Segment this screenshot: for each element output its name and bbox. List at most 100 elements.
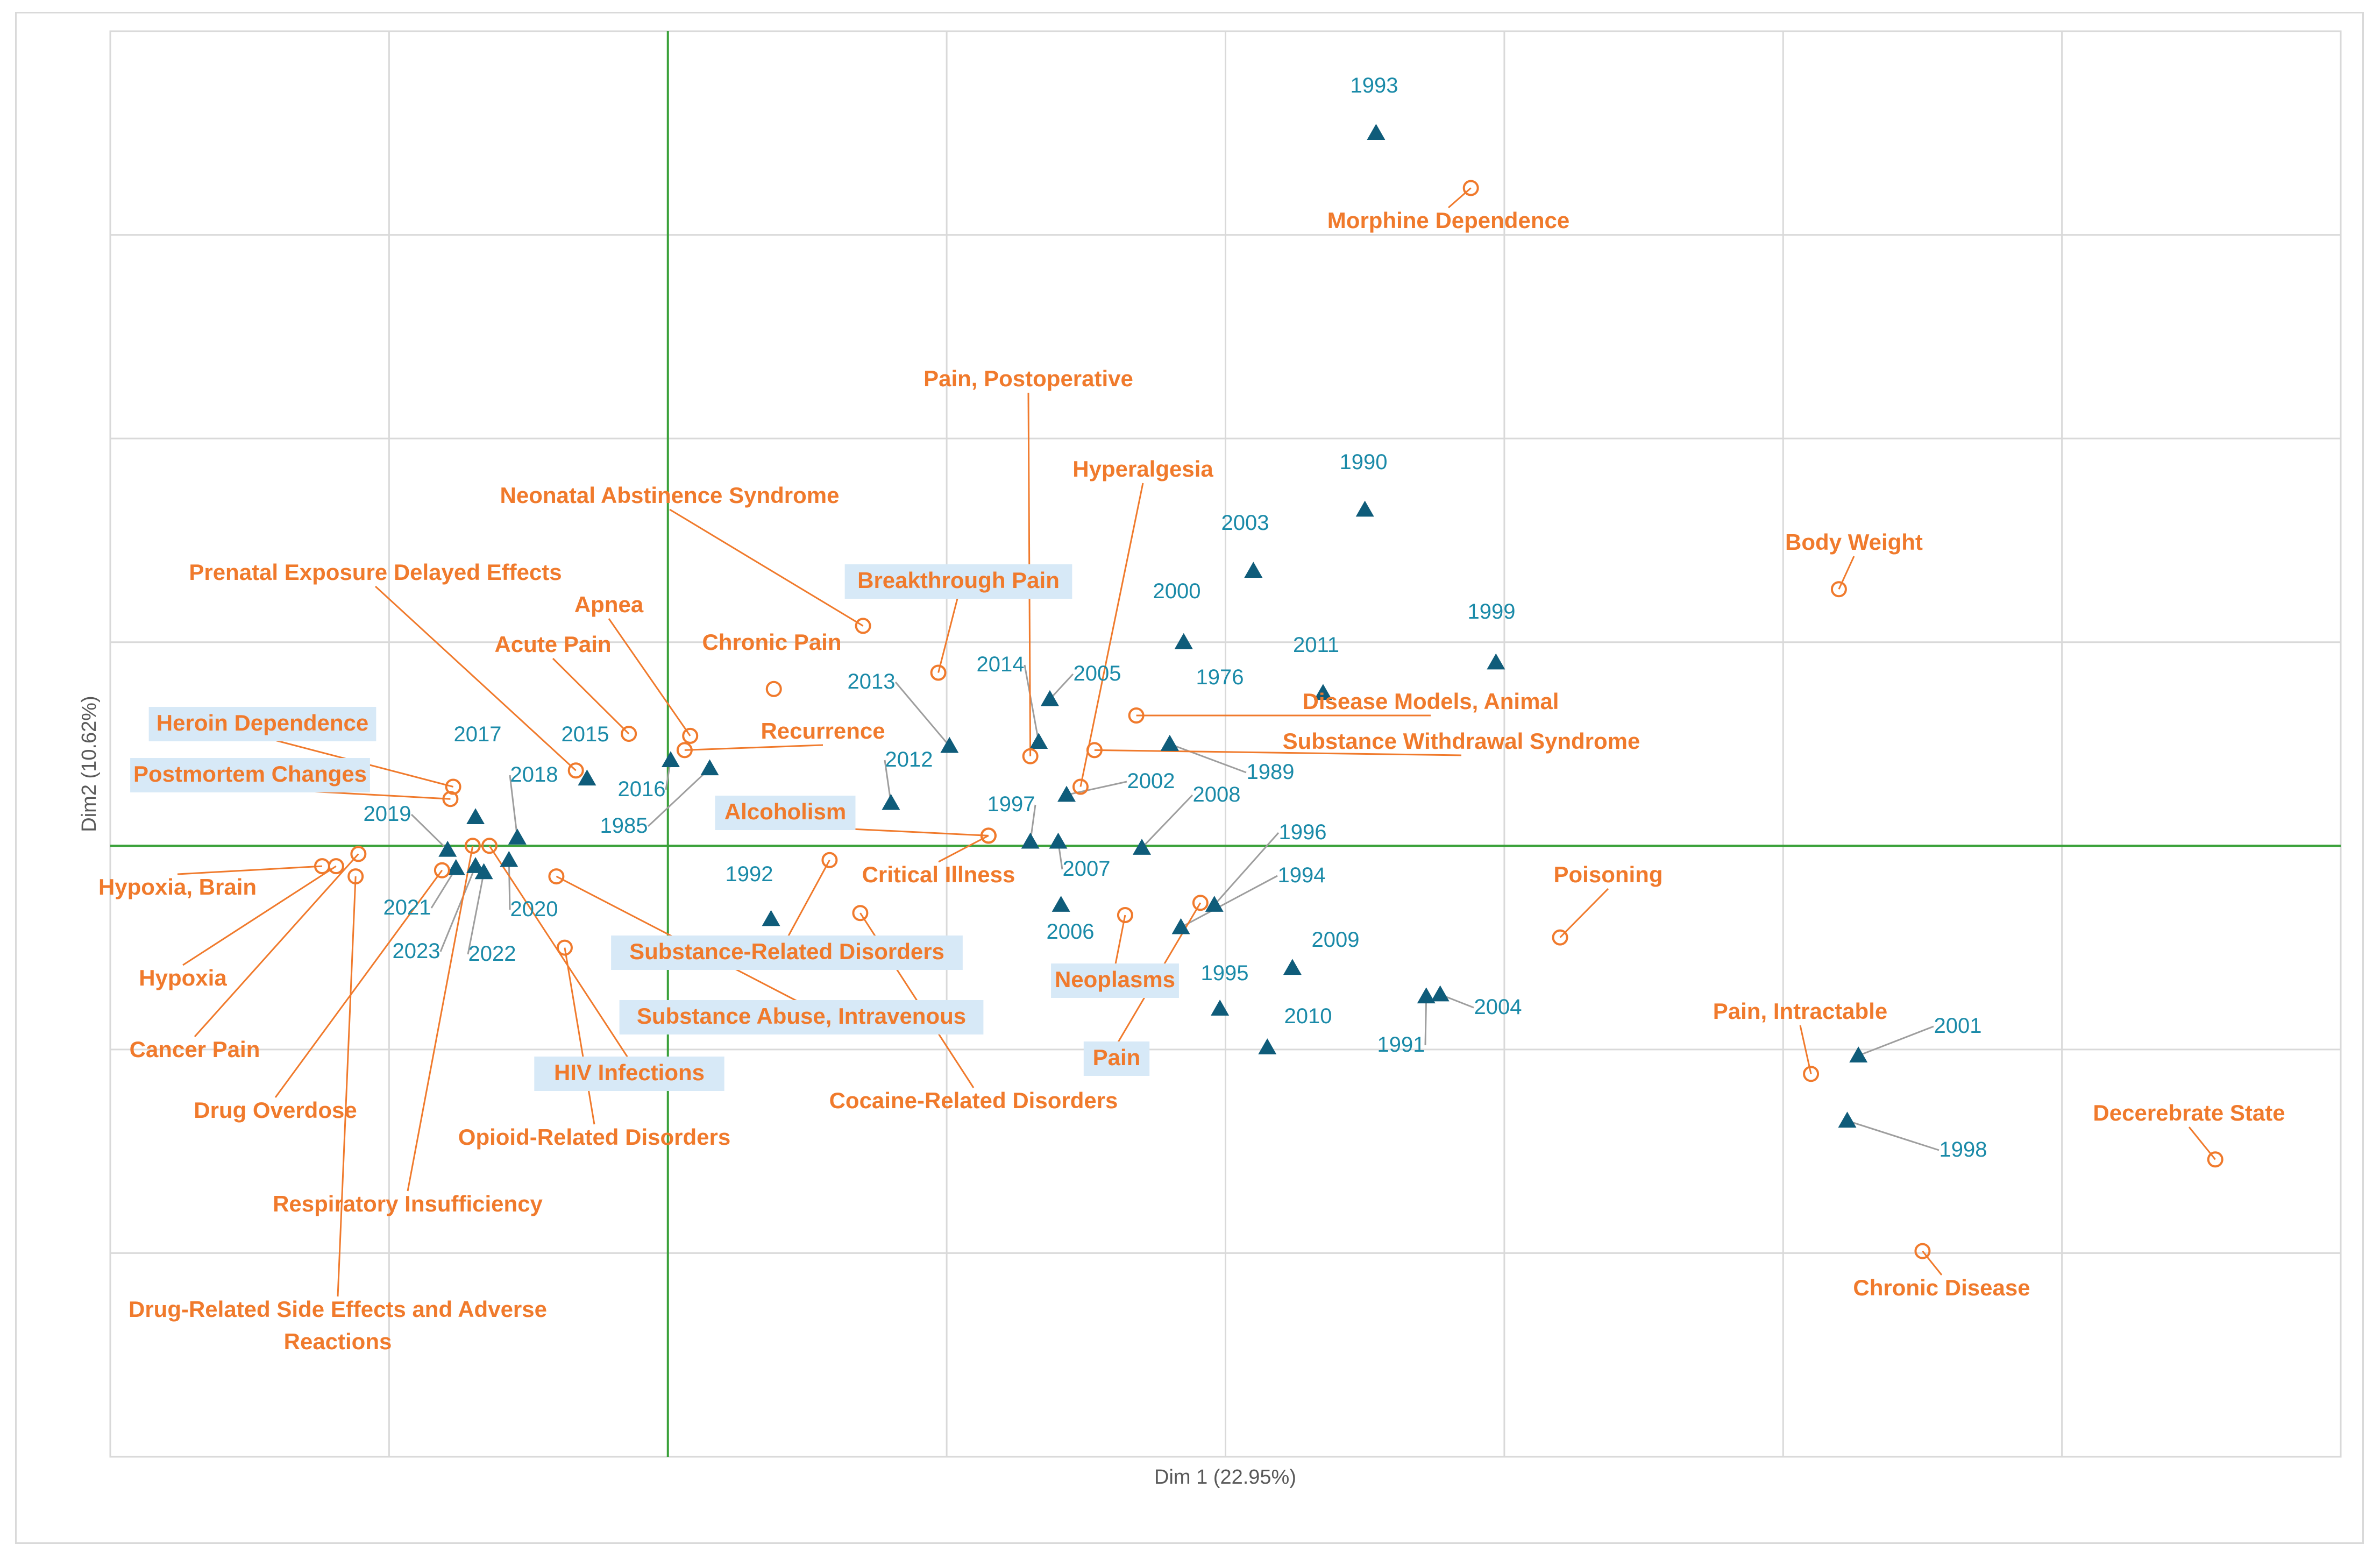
term-label-alcoholism: Alcoholism: [724, 799, 846, 824]
year-point-1992: [762, 910, 780, 926]
term-highlight-box: [611, 936, 963, 970]
term-leader-line: [669, 508, 864, 627]
term-point-body-weight: [1830, 581, 1847, 598]
year-point-1998: [1838, 1111, 1857, 1128]
term-point-poisoning: [1552, 929, 1568, 946]
term-label-body-weight: Body Weight: [1785, 529, 1923, 555]
year-label-2010: 2010: [1284, 1004, 1332, 1028]
term-label-opioid-related-disorders: Opioid-Related Disorders: [458, 1124, 730, 1150]
year-point-2004: [1431, 985, 1450, 1002]
term-leader-line: [1838, 556, 1855, 590]
year-label-2020: 2020: [510, 897, 558, 921]
year-point-2009: [1283, 959, 1302, 975]
year-point-2021: [446, 859, 465, 875]
year-leader-line: [1180, 875, 1278, 929]
year-point-2023: [466, 857, 485, 873]
year-point-2008: [1132, 839, 1151, 855]
term-label-pain: Pain: [1093, 1045, 1141, 1070]
term-highlight-box: [1083, 1041, 1150, 1076]
term-leader-line: [1448, 187, 1472, 209]
term-point-disease-models-animal: [1128, 707, 1145, 724]
year-label-1990: 1990: [1340, 450, 1388, 474]
term-point-recurrence: [676, 742, 693, 759]
term-label-substance-related-disorders: Substance-Related Disorders: [629, 939, 944, 964]
term-leader-line: [938, 835, 989, 863]
year-point-2015: [578, 769, 596, 786]
year-label-2003: 2003: [1221, 511, 1269, 535]
year-leader-line: [1169, 743, 1247, 774]
year-label-2009: 2009: [1312, 928, 1360, 952]
year-point-2016: [661, 751, 680, 768]
year-point-1993: [1367, 124, 1386, 140]
year-label-2013: 2013: [848, 670, 896, 693]
term-leader-line: [608, 618, 691, 736]
leader-lines: [177, 187, 2216, 1297]
term-leader-line: [274, 869, 443, 1098]
term-highlight-box: [130, 758, 370, 792]
term-point-pain-intractable: [1803, 1066, 1820, 1082]
term-label-postmortem-changes: Postmortem Changes: [133, 761, 367, 786]
term-point-breakthrough-pain: [930, 664, 947, 681]
term-point-prenatal-exposure-delayed-effects: [567, 762, 584, 779]
term-point-heroin-dependence: [445, 778, 461, 795]
term-leader-line: [1094, 749, 1462, 756]
term-label-drug-overdose: Drug Overdose: [194, 1097, 357, 1123]
term-label-morphine-dependence: Morphine Dependence: [1327, 208, 1569, 233]
year-leader-line: [894, 682, 950, 747]
term-point-hypoxia: [328, 858, 344, 875]
year-point-2013: [940, 736, 959, 753]
term-label-pain-postoperative: Pain, Postoperative: [923, 366, 1133, 391]
term-label-line: Reactions: [284, 1329, 392, 1354]
term-point-pain: [1192, 895, 1209, 911]
term-point-substance-related-disorders: [821, 852, 838, 868]
year-point-2014: [1029, 733, 1048, 749]
year-point-1999: [1487, 653, 1505, 670]
term-point-opioid-related-disorders: [556, 939, 573, 956]
term-label-prenatal-exposure-delayed-effects: Prenatal Exposure Delayed Effects: [189, 559, 562, 585]
data-marks: [314, 124, 2223, 1259]
year-point-2006: [1052, 896, 1070, 912]
year-label-1994: 1994: [1278, 863, 1326, 887]
year-leader-line: [1858, 1025, 1934, 1057]
term-label-substance-withdrawal-syndrome: Substance Withdrawal Syndrome: [1283, 728, 1640, 754]
term-point-neonatal-abstinence-syndrome: [855, 618, 871, 634]
year-leader-line: [647, 768, 711, 827]
data-labels: 1976 1985 1989 1990 1991 1992 1993 1994 1995 1996…: [98, 74, 2285, 1354]
x-axis-label: Dim 1 (22.95%): [1154, 1466, 1296, 1489]
year-point-1994: [1171, 918, 1190, 934]
year-label-2015: 2015: [562, 722, 609, 746]
year-label-2002: 2002: [1127, 769, 1175, 793]
term-leader-line: [552, 657, 630, 735]
term-leader-line: [786, 860, 830, 939]
term-point-cocaine-related-disorders: [852, 905, 869, 922]
year-point-2002: [1057, 785, 1076, 802]
term-point-chronic-pain: [765, 681, 782, 697]
term-point-pain-postoperative: [1022, 748, 1039, 764]
term-label-disease-models-animal: Disease Models, Animal: [1303, 689, 1559, 714]
year-label-2019: 2019: [364, 802, 411, 826]
term-label-hyperalgesia: Hyperalgesia: [1072, 456, 1213, 481]
year-label-1989: 1989: [1247, 760, 1295, 784]
year-point-2000: [1174, 633, 1193, 649]
term-point-hiv-infections: [481, 838, 498, 854]
year-point-2022: [474, 863, 493, 880]
term-leader-line: [1799, 1025, 1812, 1074]
year-point-1990: [1355, 500, 1374, 517]
year-point-2005: [1040, 690, 1059, 706]
term-highlight-box: [534, 1057, 724, 1091]
year-point-2018: [508, 828, 527, 845]
year-label-2006: 2006: [1047, 920, 1095, 944]
year-point-2010: [1258, 1038, 1277, 1054]
term-label-cocaine-related-disorders: Cocaine-Related Disorders: [829, 1088, 1118, 1113]
term-point-substance-withdrawal-syndrome: [1086, 742, 1103, 759]
term-point-respiratory-insufficiency: [464, 838, 481, 854]
year-point-2011: [1313, 684, 1332, 700]
term-label-respiratory-insufficiency: Respiratory Insufficiency: [273, 1191, 543, 1216]
year-label-2012: 2012: [885, 748, 933, 771]
term-point-critical-illness: [980, 827, 997, 844]
term-label-apnea: Apnea: [574, 592, 644, 617]
year-label-2011: 2011: [1293, 633, 1339, 657]
term-leader-line: [1079, 483, 1144, 787]
year-label-2022: 2022: [468, 942, 516, 966]
